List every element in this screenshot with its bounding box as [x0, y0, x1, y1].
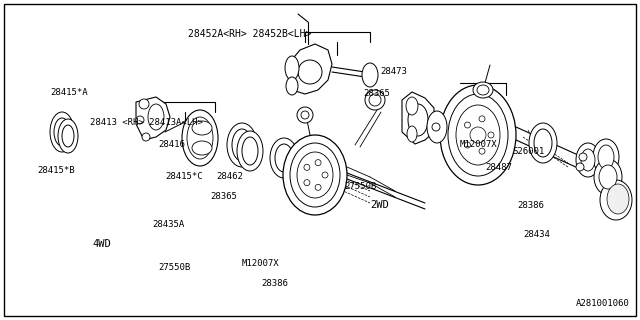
Polygon shape — [402, 92, 434, 144]
Ellipse shape — [275, 144, 293, 172]
Ellipse shape — [488, 132, 494, 138]
Text: 28452A<RH> 28452B<LH>: 28452A<RH> 28452B<LH> — [188, 28, 311, 39]
Text: M12007X: M12007X — [460, 140, 497, 149]
Ellipse shape — [598, 145, 614, 169]
Ellipse shape — [322, 172, 328, 178]
Text: 27550B: 27550B — [159, 263, 191, 272]
Ellipse shape — [315, 184, 321, 190]
Ellipse shape — [429, 120, 443, 134]
Ellipse shape — [148, 104, 164, 130]
Ellipse shape — [237, 131, 263, 171]
Ellipse shape — [607, 184, 629, 214]
Ellipse shape — [599, 165, 617, 189]
Ellipse shape — [579, 153, 587, 161]
Text: M12007X: M12007X — [242, 259, 280, 268]
Ellipse shape — [242, 137, 258, 165]
Ellipse shape — [576, 163, 584, 171]
Ellipse shape — [365, 90, 385, 110]
Ellipse shape — [473, 82, 493, 98]
Ellipse shape — [406, 97, 418, 115]
Ellipse shape — [301, 111, 309, 119]
Ellipse shape — [232, 129, 252, 161]
Ellipse shape — [477, 85, 489, 95]
Text: 28365: 28365 — [364, 89, 390, 98]
Text: 28462: 28462 — [216, 172, 243, 181]
Ellipse shape — [304, 180, 310, 186]
Ellipse shape — [594, 159, 622, 195]
Ellipse shape — [448, 94, 508, 176]
Text: 28413 <RH> 28413A<LH>: 28413 <RH> 28413A<LH> — [90, 118, 202, 127]
Ellipse shape — [285, 56, 299, 80]
Ellipse shape — [286, 77, 298, 95]
Text: 28487: 28487 — [485, 163, 512, 172]
Ellipse shape — [298, 60, 322, 84]
Ellipse shape — [432, 123, 440, 131]
Ellipse shape — [407, 126, 417, 142]
Text: 27550B: 27550B — [344, 182, 376, 191]
Ellipse shape — [479, 116, 485, 122]
Ellipse shape — [58, 119, 78, 153]
Text: 28473: 28473 — [381, 67, 408, 76]
Text: S26001: S26001 — [512, 147, 544, 156]
Ellipse shape — [297, 107, 313, 123]
Ellipse shape — [136, 116, 144, 124]
Ellipse shape — [465, 142, 470, 148]
Text: 28415*C: 28415*C — [165, 172, 203, 181]
Ellipse shape — [50, 112, 74, 152]
Ellipse shape — [470, 127, 486, 143]
Text: 28386: 28386 — [261, 279, 288, 288]
Ellipse shape — [529, 123, 557, 163]
Ellipse shape — [581, 149, 595, 171]
Ellipse shape — [270, 138, 298, 178]
Ellipse shape — [479, 148, 485, 154]
Ellipse shape — [456, 105, 500, 165]
Ellipse shape — [227, 123, 257, 167]
Ellipse shape — [534, 129, 552, 157]
Ellipse shape — [427, 111, 447, 143]
Ellipse shape — [408, 104, 428, 136]
Text: A281001060: A281001060 — [576, 299, 630, 308]
Ellipse shape — [440, 85, 516, 185]
Ellipse shape — [593, 139, 619, 175]
Ellipse shape — [290, 143, 340, 207]
Ellipse shape — [304, 164, 310, 170]
Ellipse shape — [465, 122, 470, 128]
Polygon shape — [136, 97, 170, 140]
Ellipse shape — [54, 118, 70, 146]
Text: 28365: 28365 — [210, 192, 237, 201]
Text: 28416: 28416 — [159, 140, 186, 149]
Ellipse shape — [315, 160, 321, 166]
Ellipse shape — [362, 63, 378, 87]
Text: 28434: 28434 — [524, 230, 550, 239]
Ellipse shape — [369, 94, 381, 106]
Ellipse shape — [192, 141, 212, 155]
Text: 4WD: 4WD — [93, 239, 111, 249]
Ellipse shape — [139, 99, 149, 109]
Ellipse shape — [142, 133, 150, 141]
Text: 28415*B: 28415*B — [37, 166, 75, 175]
Ellipse shape — [62, 125, 74, 147]
Ellipse shape — [182, 110, 218, 166]
Text: 2WD: 2WD — [370, 200, 388, 211]
Ellipse shape — [297, 152, 333, 198]
Polygon shape — [288, 44, 332, 94]
Ellipse shape — [187, 117, 213, 159]
Text: 28415*A: 28415*A — [50, 88, 88, 97]
Text: 28386: 28386 — [517, 201, 544, 210]
Text: 28435A: 28435A — [152, 220, 184, 229]
Ellipse shape — [576, 143, 600, 177]
Ellipse shape — [192, 121, 212, 135]
Ellipse shape — [283, 135, 347, 215]
Ellipse shape — [600, 180, 632, 220]
